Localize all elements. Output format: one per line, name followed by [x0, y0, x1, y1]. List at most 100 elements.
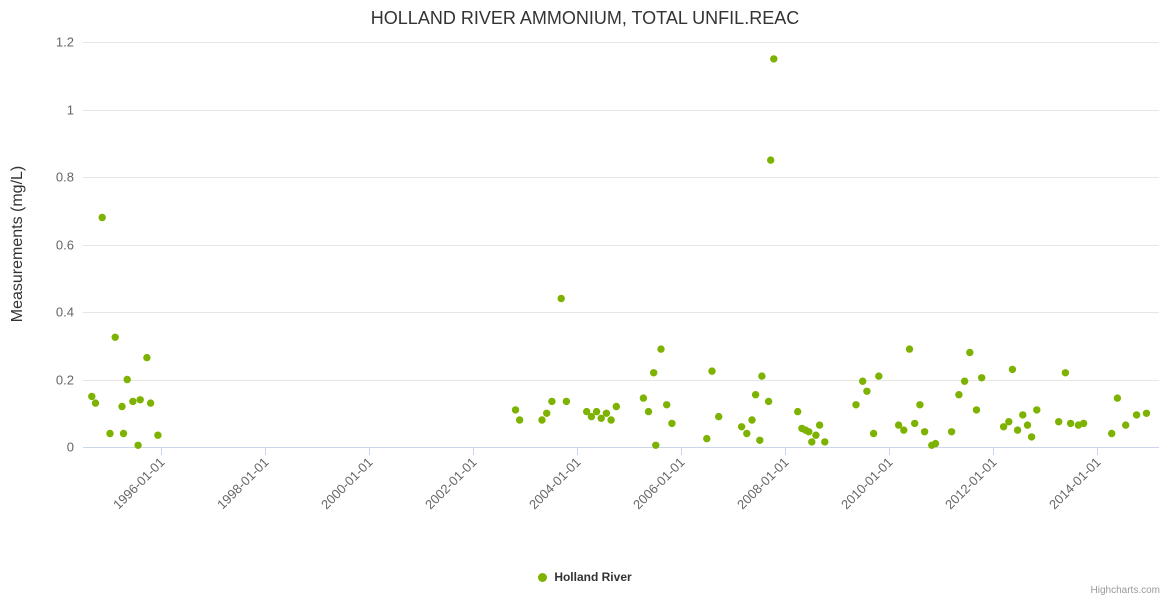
data-point[interactable] — [764, 397, 773, 406]
data-point[interactable] — [543, 409, 551, 417]
data-point[interactable] — [644, 407, 653, 416]
data-point[interactable] — [548, 397, 556, 406]
data-point[interactable] — [805, 428, 813, 436]
data-point[interactable] — [602, 409, 611, 417]
data-point[interactable] — [1108, 429, 1116, 438]
axes — [83, 447, 1159, 455]
y-tick-label: 0.6 — [56, 238, 74, 253]
data-point[interactable] — [821, 438, 829, 446]
data-point[interactable] — [597, 414, 605, 422]
x-tick-label: 2006-01-01 — [630, 455, 688, 513]
data-point[interactable] — [119, 429, 128, 438]
data-point[interactable] — [1023, 421, 1032, 429]
data-point[interactable] — [703, 434, 711, 443]
data-point[interactable] — [1033, 406, 1041, 414]
data-point[interactable] — [91, 399, 100, 407]
data-point[interactable] — [859, 377, 867, 385]
data-point[interactable] — [1079, 419, 1088, 428]
data-point[interactable] — [562, 397, 571, 406]
data-point[interactable] — [1132, 411, 1141, 419]
data-point[interactable] — [106, 429, 114, 438]
data-point[interactable] — [748, 416, 756, 424]
data-point[interactable] — [900, 426, 908, 434]
data-point[interactable] — [972, 406, 981, 414]
data-point[interactable] — [1142, 409, 1151, 417]
data-point[interactable] — [751, 391, 760, 399]
data-point[interactable] — [905, 345, 914, 353]
x-tick-label: 2000-01-01 — [318, 455, 376, 513]
y-axis-title: Measurements (mg/L) — [9, 166, 26, 323]
data-point[interactable] — [1019, 411, 1027, 419]
data-point[interactable] — [1061, 369, 1070, 377]
data-point[interactable] — [920, 428, 929, 436]
data-point[interactable] — [650, 369, 658, 377]
data-point[interactable] — [978, 374, 986, 382]
data-point[interactable] — [587, 412, 596, 421]
data-point[interactable] — [118, 402, 126, 411]
data-point[interactable] — [863, 387, 871, 395]
data-point[interactable] — [767, 156, 775, 164]
data-point[interactable] — [639, 394, 648, 402]
data-point[interactable] — [88, 392, 96, 401]
data-point[interactable] — [1066, 419, 1075, 428]
x-tick-label: 2002-01-01 — [422, 455, 480, 513]
data-point[interactable] — [98, 213, 106, 222]
data-point[interactable] — [668, 419, 676, 428]
data-point[interactable] — [812, 431, 820, 439]
data-point[interactable] — [756, 436, 764, 444]
data-point[interactable] — [538, 416, 546, 424]
data-point[interactable] — [916, 401, 924, 409]
data-point[interactable] — [794, 407, 802, 416]
data-point[interactable] — [743, 429, 751, 438]
data-point[interactable] — [1122, 421, 1130, 429]
x-tick-label: 2010-01-01 — [838, 455, 896, 513]
data-point[interactable] — [815, 421, 824, 429]
data-point[interactable] — [758, 372, 766, 380]
data-point[interactable] — [607, 416, 615, 424]
y-tick-label: 0.8 — [56, 170, 74, 185]
data-point[interactable] — [136, 396, 144, 404]
chart-title: HOLLAND RIVER AMMONIUM, TOTAL UNFIL.REAC — [371, 8, 799, 28]
data-point[interactable] — [657, 345, 665, 353]
y-tick-label: 0.2 — [56, 373, 74, 388]
data-point[interactable] — [947, 428, 956, 436]
data-point[interactable] — [652, 441, 660, 449]
data-point[interactable] — [869, 429, 878, 438]
data-point[interactable] — [515, 416, 524, 424]
data-point[interactable] — [1027, 433, 1036, 441]
data-point[interactable] — [154, 431, 162, 439]
data-point[interactable] — [1055, 418, 1063, 426]
data-point[interactable] — [960, 377, 969, 385]
data-point[interactable] — [1113, 394, 1122, 402]
data-point[interactable] — [123, 375, 131, 384]
data-point[interactable] — [1013, 426, 1022, 434]
data-point[interactable] — [966, 348, 974, 357]
data-point[interactable] — [511, 406, 520, 414]
data-point[interactable] — [955, 391, 963, 399]
data-point[interactable] — [143, 353, 151, 362]
data-point[interactable] — [146, 399, 155, 407]
data-point[interactable] — [911, 419, 919, 428]
data-point[interactable] — [111, 333, 119, 341]
data-point[interactable] — [612, 402, 620, 411]
data-point[interactable] — [708, 367, 716, 375]
data-point[interactable] — [875, 372, 883, 380]
data-point[interactable] — [129, 397, 137, 406]
data-point[interactable] — [999, 423, 1008, 431]
data-point[interactable] — [894, 421, 903, 429]
data-point[interactable] — [715, 412, 723, 421]
data-point[interactable] — [931, 439, 940, 448]
data-point[interactable] — [557, 294, 565, 303]
data-point[interactable] — [134, 441, 142, 449]
legend-item-holland-river[interactable]: Holland River — [0, 570, 1170, 584]
highcharts-credits-link[interactable]: Highcharts.com — [1090, 585, 1160, 596]
data-point[interactable] — [663, 401, 671, 409]
data-point[interactable] — [737, 423, 746, 431]
data-point[interactable] — [1005, 418, 1013, 426]
data-point[interactable] — [1008, 365, 1017, 374]
data-point[interactable] — [808, 438, 816, 446]
data-point[interactable] — [770, 55, 778, 63]
data-point[interactable] — [592, 407, 601, 416]
data-point[interactable] — [583, 407, 591, 416]
data-point[interactable] — [852, 401, 860, 409]
